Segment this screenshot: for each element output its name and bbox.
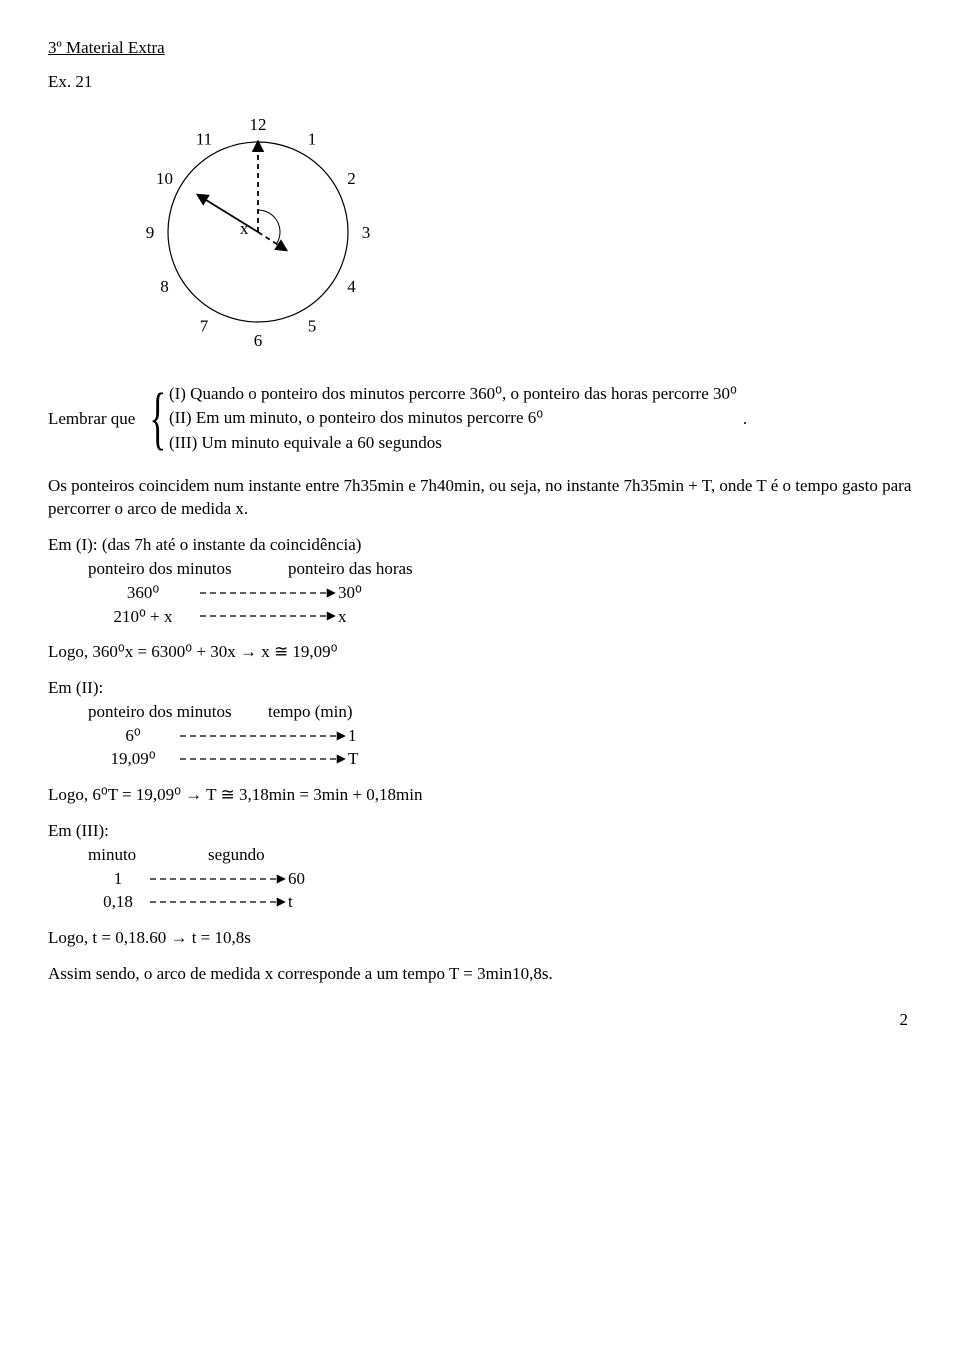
lembrar-line-1: (I) Quando o ponteiro dos minutos percor… bbox=[169, 382, 737, 407]
section-ii-title: Em (II): bbox=[48, 676, 912, 700]
dashed-arrow-icon bbox=[198, 586, 338, 600]
s3-header-left: minuto bbox=[88, 843, 208, 867]
s1-header-left: ponteiro dos minutos bbox=[88, 557, 288, 581]
dashed-arrow-icon bbox=[148, 872, 288, 886]
svg-text:2: 2 bbox=[347, 169, 356, 188]
s2-r2-left: 19,09⁰ bbox=[88, 747, 178, 771]
svg-text:3: 3 bbox=[362, 223, 371, 242]
clock-figure: 121234567891011 x bbox=[128, 102, 912, 362]
s2-header-right: tempo (min) bbox=[268, 700, 353, 724]
brace-icon: { bbox=[150, 380, 167, 458]
svg-text:7: 7 bbox=[200, 316, 209, 335]
page-number: 2 bbox=[48, 1008, 912, 1032]
paragraph-coincidence: Os ponteiros coincidem num instante entr… bbox=[48, 474, 912, 522]
svg-text:11: 11 bbox=[196, 129, 212, 148]
s3-r2-right: t bbox=[288, 890, 358, 914]
s1-r2-right: x bbox=[338, 605, 408, 629]
s2-conclusion: Logo, 6⁰T = 19,09⁰ → T ≅ 3,18min = 3min … bbox=[48, 783, 912, 807]
lembrar-label: Lembrar que bbox=[48, 407, 135, 431]
section-ii: Em (II): ponteiro dos minutos tempo (min… bbox=[48, 676, 912, 771]
s1-r2-left: 210⁰ + x bbox=[88, 605, 198, 629]
s3-r1-left: 1 bbox=[88, 867, 148, 891]
final-sentence: Assim sendo, o arco de medida x correspo… bbox=[48, 962, 912, 986]
s2-r1-right: 1 bbox=[348, 724, 418, 748]
page-header: 3º Material Extra bbox=[48, 36, 912, 60]
svg-text:10: 10 bbox=[156, 169, 173, 188]
dashed-arrow-icon bbox=[178, 729, 348, 743]
s3-r2-left: 0,18 bbox=[88, 890, 148, 914]
s1-conclusion: Logo, 360⁰x = 6300⁰ + 30x → x ≅ 19,09⁰ bbox=[48, 640, 912, 664]
section-iii: Em (III): minuto segundo 1 60 0,18 t bbox=[48, 819, 912, 914]
svg-text:4: 4 bbox=[347, 277, 356, 296]
trailing-dot: . bbox=[743, 407, 747, 431]
section-i-title: Em (I): (das 7h até o instante da coinci… bbox=[48, 533, 912, 557]
s3-header-right: segundo bbox=[208, 843, 265, 867]
svg-text:6: 6 bbox=[254, 331, 263, 350]
svg-text:9: 9 bbox=[146, 223, 155, 242]
s1-r1-right: 30⁰ bbox=[338, 581, 408, 605]
lembrar-section: Lembrar que { (I) Quando o ponteiro dos … bbox=[48, 380, 912, 458]
svg-text:8: 8 bbox=[160, 277, 169, 296]
s3-r1-right: 60 bbox=[288, 867, 358, 891]
section-i: Em (I): (das 7h até o instante da coinci… bbox=[48, 533, 912, 628]
exercise-label: Ex. 21 bbox=[48, 70, 912, 94]
dashed-arrow-icon bbox=[148, 895, 288, 909]
svg-text:x: x bbox=[240, 219, 249, 238]
s1-header-right: ponteiro das horas bbox=[288, 557, 413, 581]
lembrar-line-3: (III) Um minuto equivale a 60 segundos bbox=[169, 431, 737, 456]
svg-text:5: 5 bbox=[308, 316, 317, 335]
section-iii-title: Em (III): bbox=[48, 819, 912, 843]
s2-r1-left: 6⁰ bbox=[88, 724, 178, 748]
svg-text:1: 1 bbox=[308, 129, 317, 148]
svg-text:12: 12 bbox=[250, 115, 267, 134]
s2-header-left: ponteiro dos minutos bbox=[88, 700, 268, 724]
s2-r2-right: T bbox=[348, 747, 418, 771]
dashed-arrow-icon bbox=[178, 752, 348, 766]
clock-svg: 121234567891011 x bbox=[128, 102, 388, 362]
s1-r1-left: 360⁰ bbox=[88, 581, 198, 605]
lembrar-line-2: (II) Em um minuto, o ponteiro dos minuto… bbox=[169, 406, 737, 431]
dashed-arrow-icon bbox=[198, 609, 338, 623]
s3-conclusion: Logo, t = 0,18.60 → t = 10,8s bbox=[48, 926, 912, 950]
